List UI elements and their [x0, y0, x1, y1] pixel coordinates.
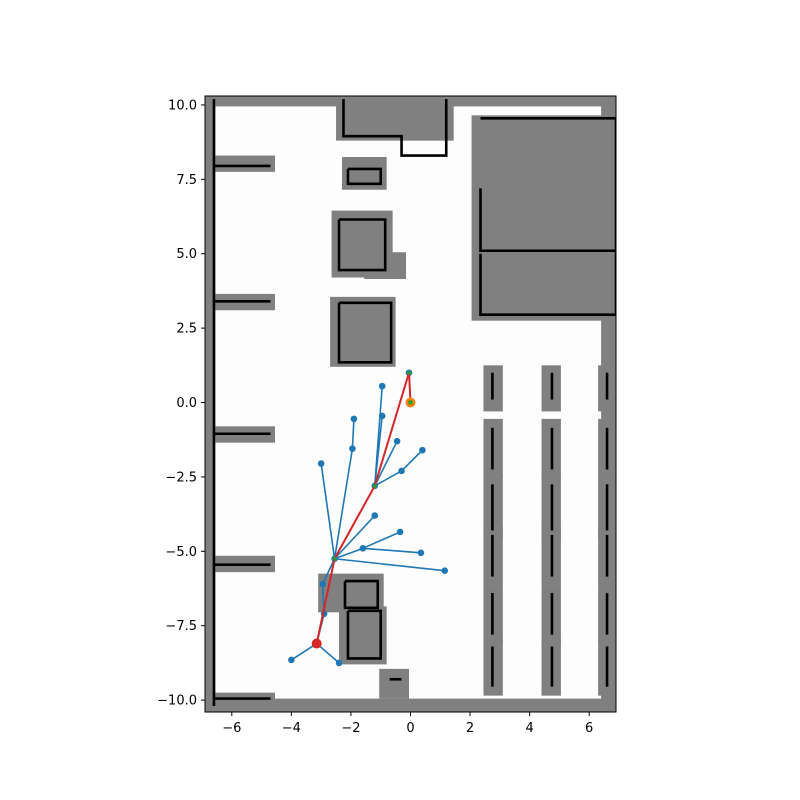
plot-area: [205, 96, 616, 712]
tree-node-13: [398, 467, 405, 475]
inflated-region-9: [336, 96, 454, 141]
tree-edge-18: [334, 557, 445, 572]
tree-node-2: [335, 659, 343, 667]
inflated-region-14: [471, 115, 616, 321]
x-tick-label-0: −6: [222, 721, 241, 736]
y-tick-label-4: 0.0: [176, 396, 197, 411]
inflated-region-8: [210, 692, 275, 710]
path-waypoint-1: [332, 556, 337, 561]
y-tick-label-3: 2.5: [176, 322, 197, 337]
tree-edge-17: [362, 547, 421, 554]
inflated-region-2: [205, 698, 616, 712]
obstacle-wall-11: [479, 188, 616, 253]
y-tick-label-0: 10.0: [168, 98, 197, 113]
tree-nodes: [288, 369, 449, 667]
tree-edge-11: [374, 440, 398, 487]
y-tick-label-1: 7.5: [176, 173, 197, 188]
tree-node-11: [378, 412, 386, 420]
tree-node-7: [349, 445, 356, 452]
x-tick-label-4: 2: [466, 721, 474, 736]
obstacle-wall-14: [343, 579, 380, 610]
obstacle-wall-12: [479, 253, 616, 317]
y-tick-label-2: 5.0: [176, 247, 197, 262]
tree-node-15: [371, 512, 379, 519]
inflated-region-0: [205, 96, 216, 712]
tree-edge-16: [362, 531, 401, 550]
x-tick-label-6: 6: [585, 721, 593, 736]
tree-node-17: [359, 545, 367, 552]
y-tick-label-7: −7.5: [165, 619, 197, 634]
inflated-region-17: [379, 668, 410, 699]
start-goal-markers: [311, 397, 416, 649]
tree-node-19: [441, 567, 449, 574]
obstacle-wall-6: [342, 98, 448, 157]
y-tick-label-6: −5.0: [165, 545, 197, 560]
obstacle-wall-9: [337, 301, 393, 364]
x-tick-label-1: −4: [282, 721, 301, 736]
inflated-region-4: [210, 155, 275, 172]
tree-edge-15: [334, 547, 364, 560]
y-axis: 10.0 7.5 5.0 2.5 0.0 −2.5 −5.0 −7.5 −10.0: [157, 98, 205, 709]
tree-edge-10: [373, 415, 384, 486]
tree-node-6: [317, 460, 325, 467]
tree-node-14: [419, 446, 426, 454]
tree-node-12: [393, 437, 401, 445]
x-tick-label-2: −2: [341, 721, 360, 736]
y-tick-label-5: −2.5: [165, 470, 197, 485]
y-tick-label-8: −10.0: [157, 694, 197, 709]
tree-edge-7: [351, 418, 355, 449]
tree-edge-5: [320, 463, 336, 559]
tree-node-16: [396, 528, 404, 536]
tree-node-8: [350, 415, 358, 423]
inflated-region-13: [330, 296, 396, 367]
obstacle-wall-8: [337, 218, 387, 272]
x-tick-label-5: 4: [525, 721, 533, 736]
tree-edge-6: [333, 448, 354, 559]
obstacle-wall-7: [346, 167, 383, 186]
path-waypoint-2: [372, 483, 377, 489]
tree-edge-14: [333, 515, 376, 560]
tree-edge-4: [321, 558, 336, 585]
tree-edge-13: [400, 449, 423, 472]
tree-edge-12: [374, 470, 402, 487]
start-marker: [311, 638, 322, 649]
path-waypoint-3: [406, 370, 412, 375]
goal-inner-marker: [408, 400, 413, 405]
tree-edge-0: [290, 642, 318, 661]
tree-node-10: [378, 382, 386, 390]
x-axis: −6 −4 −2 0 2 4 6: [222, 712, 593, 736]
obstacle-wall-15: [346, 609, 383, 660]
obstacle-walls: [212, 98, 616, 707]
tree-node-4: [319, 580, 326, 588]
x-tick-label-3: 0: [406, 721, 414, 736]
inflated-obstacles: [205, 96, 616, 712]
tree-node-1: [288, 656, 295, 664]
tree-node-18: [417, 549, 425, 557]
